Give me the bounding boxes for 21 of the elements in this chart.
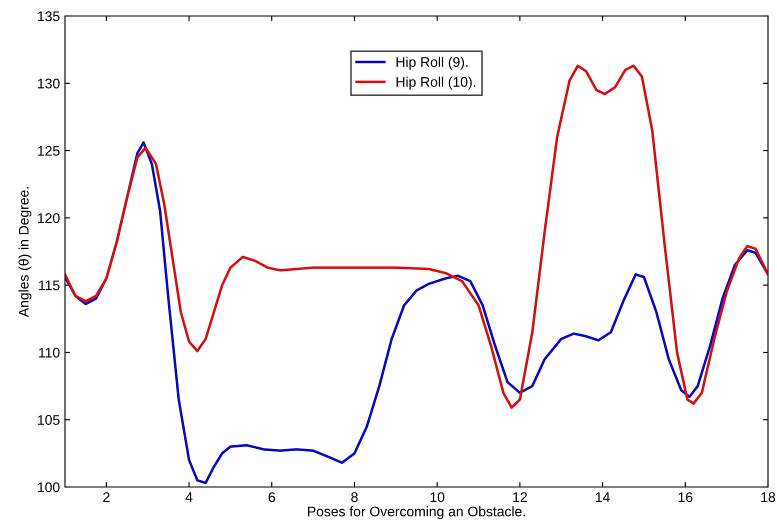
y-axis-title: Angles (θ) in Degree.	[18, 187, 32, 318]
y-tick-label: 130	[38, 78, 60, 88]
x-tick-label: 16	[678, 492, 692, 502]
y-tick-label: 120	[38, 213, 60, 224]
y-tick-label: 115	[39, 280, 60, 290]
x-axis-title: Poses for Overcoming an Obstacle.	[308, 506, 525, 520]
y-tick-label: 125	[38, 146, 60, 156]
x-tick-label: 18	[761, 492, 776, 502]
x-tick-label: 12	[513, 492, 527, 502]
x-tick-label: 10	[430, 492, 444, 502]
x-tick-label: 4	[186, 492, 193, 502]
x-tick-label: 6	[268, 492, 276, 502]
x-tick-label: 2	[103, 492, 110, 502]
y-tick-label: 100	[38, 482, 60, 492]
legend-label: Hip Roll (10).	[396, 76, 476, 90]
x-tick-label: 8	[351, 492, 358, 502]
y-tick-label: 105	[38, 415, 60, 425]
y-tick-label: 110	[39, 348, 60, 358]
x-tick-label: 14	[596, 492, 610, 502]
legend-label: Hip Roll (9).	[396, 56, 468, 70]
y-tick-label: 135	[38, 11, 60, 22]
